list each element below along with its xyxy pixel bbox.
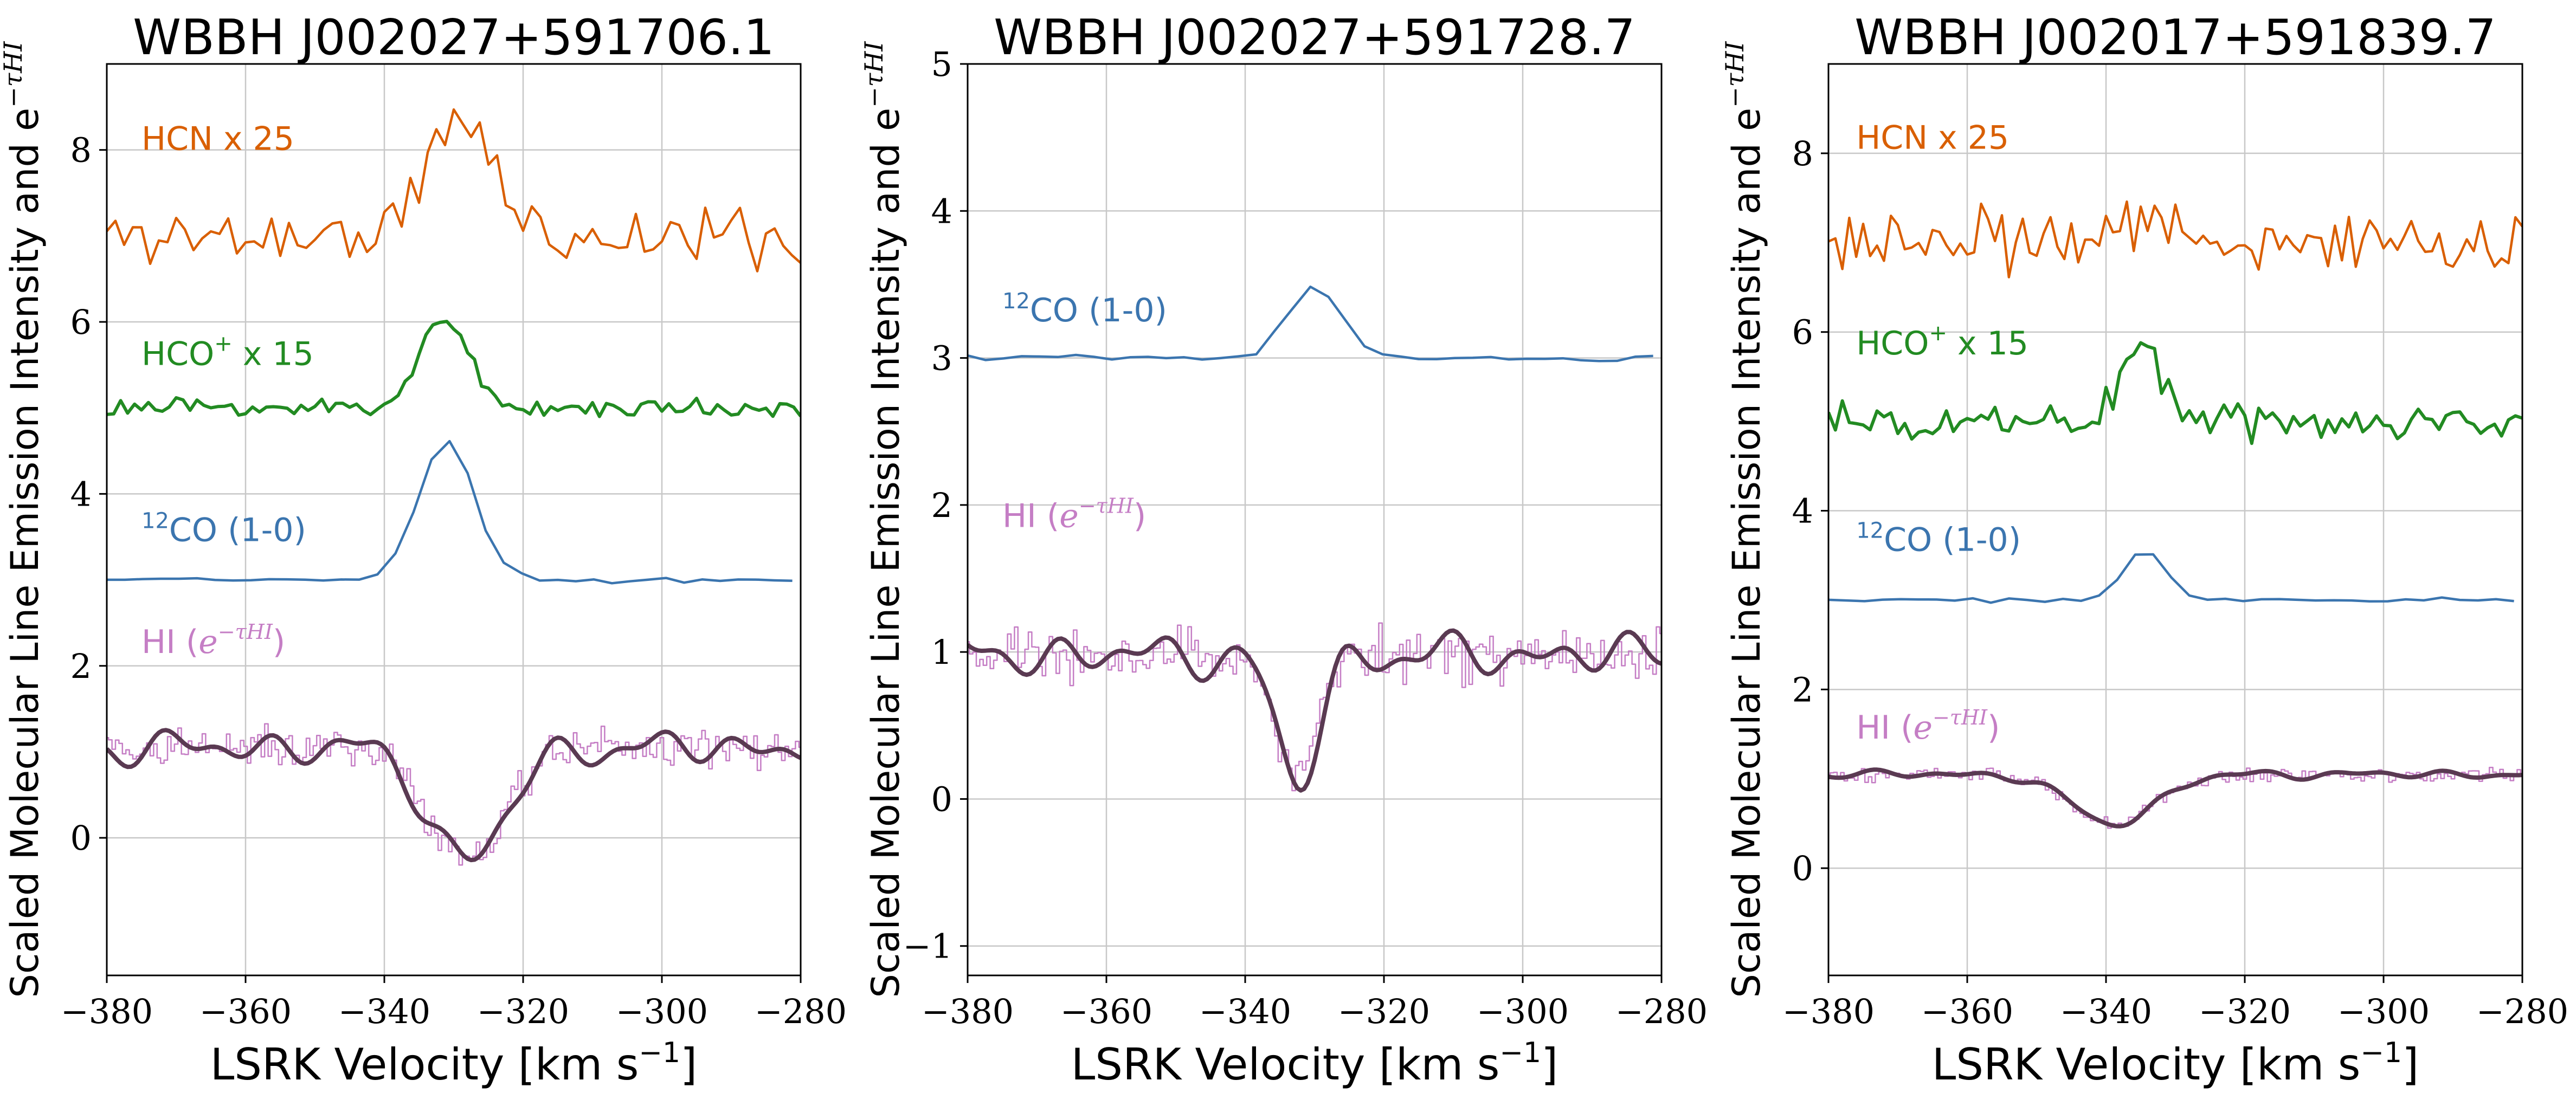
x-tick-label: −300 xyxy=(616,992,708,1031)
x-tick-label: −380 xyxy=(922,992,1014,1031)
y-tick-label: 6 xyxy=(1792,313,1813,352)
x-tick-label: −360 xyxy=(1921,992,2013,1031)
y-tick-label: 0 xyxy=(1792,849,1813,888)
x-tick-label: −320 xyxy=(2199,992,2291,1031)
x-axis-label: LSRK Velocity [km s−1] xyxy=(1932,1037,2419,1090)
y-tick-label: 0 xyxy=(70,818,92,858)
y-tick-label: 5 xyxy=(931,44,952,84)
x-tick-label: −280 xyxy=(2476,992,2568,1031)
x-tick-label: −360 xyxy=(199,992,292,1031)
x-tick-label: −340 xyxy=(2060,992,2152,1031)
y-tick-label: 4 xyxy=(70,474,92,514)
x-tick-label: −280 xyxy=(1615,992,1708,1031)
y-tick-label: 4 xyxy=(1792,491,1813,531)
x-tick-label: −380 xyxy=(61,992,153,1031)
chart-panel-1: HCN x 25 HCO+ x 15 12CO (1-0) HI (e−τHI) −38… xyxy=(0,9,847,1090)
series-group xyxy=(107,108,801,866)
axes-frame xyxy=(967,63,1663,976)
y-tick-label: 8 xyxy=(1792,134,1813,173)
series-label-co: 12CO (1-0) xyxy=(1002,289,1167,329)
y-tick-label: 8 xyxy=(70,131,92,170)
x-tick-label: −300 xyxy=(2337,992,2430,1031)
series-label-hcop: HCO+ x 15 xyxy=(1856,321,2028,363)
x-tick-label: −320 xyxy=(477,992,569,1031)
chart-title: WBBH J002027+591728.7 xyxy=(994,9,1635,66)
series-label-hcn: HCN x 25 xyxy=(1856,119,2009,157)
chart-title: WBBH J002027+591706.1 xyxy=(133,9,775,66)
series-line-hi xyxy=(968,622,1661,792)
y-tick-label: 4 xyxy=(931,191,952,231)
series-group xyxy=(1828,200,2522,829)
x-axis-label: LSRK Velocity [km s−1] xyxy=(1071,1037,1559,1090)
series-label-co: 12CO (1-0) xyxy=(141,509,306,549)
series-label-hcop: HCO+ x 15 xyxy=(141,331,314,373)
series-line-hi-smooth xyxy=(107,728,801,863)
series-group xyxy=(968,285,1661,793)
x-tick-label: −360 xyxy=(1060,992,1152,1031)
series-line-co xyxy=(1828,553,2514,604)
axes-frame xyxy=(106,63,802,976)
axes-frame xyxy=(1827,63,2523,976)
series-label-hi: HI (e−τHI) xyxy=(1856,706,2000,747)
series-line-hcn xyxy=(107,108,801,273)
panels: HCN x 25 HCO+ x 15 12CO (1-0) HI (e−τHI) −38… xyxy=(0,9,2568,1090)
x-tick-label: −340 xyxy=(1199,992,1291,1031)
y-tick-label: 2 xyxy=(70,646,92,686)
series-label-hi: HI (e−τHI) xyxy=(1002,494,1146,535)
chart-title: WBBH J002017+591839.7 xyxy=(1854,9,2496,66)
x-axis-label: LSRK Velocity [km s−1] xyxy=(210,1037,698,1090)
series-line-hi-smooth xyxy=(1828,767,2522,829)
y-axis-label: Scaled Molecular Line Emission Intensity… xyxy=(1720,41,1769,998)
series-label-hcn: HCN x 25 xyxy=(141,120,294,158)
series-line-co xyxy=(107,439,793,585)
y-tick-label: 2 xyxy=(1792,670,1813,709)
series-label-co: 12CO (1-0) xyxy=(1856,519,2021,559)
y-tick-label: 3 xyxy=(931,339,952,378)
x-tick-label: −340 xyxy=(338,992,430,1031)
series-line-co xyxy=(968,285,1653,363)
chart-panel-3: HCN x 25 HCO+ x 15 12CO (1-0) HI (e−τHI) −38… xyxy=(1720,9,2568,1090)
x-tick-label: −320 xyxy=(1338,992,1430,1031)
x-tick-label: −280 xyxy=(755,992,847,1031)
series-line-hcop xyxy=(107,320,801,418)
y-axis-label: Scaled Molecular Line Emission Intensity… xyxy=(0,41,47,998)
y-axis-label: Scaled Molecular Line Emission Intensity… xyxy=(859,41,908,998)
y-tick-label: 6 xyxy=(70,302,92,342)
x-tick-label: −300 xyxy=(1477,992,1569,1031)
series-line-hi xyxy=(107,723,801,866)
y-tick-label: 2 xyxy=(931,486,952,525)
series-line-hcop xyxy=(1828,341,2522,445)
series-line-hi-smooth xyxy=(968,628,1661,793)
series-line-hcn xyxy=(1828,200,2522,279)
chart-panel-2: 12CO (1-0) HI (e−τHI) −380 −360 −340 −320 −300… xyxy=(859,9,1708,1090)
y-tick-label: 1 xyxy=(931,632,952,672)
y-tick-label: 0 xyxy=(931,779,952,819)
x-tick-label: −380 xyxy=(1782,992,1875,1031)
series-label-hi: HI (e−τHI) xyxy=(141,620,285,661)
y-tick-label: −1 xyxy=(903,927,952,966)
